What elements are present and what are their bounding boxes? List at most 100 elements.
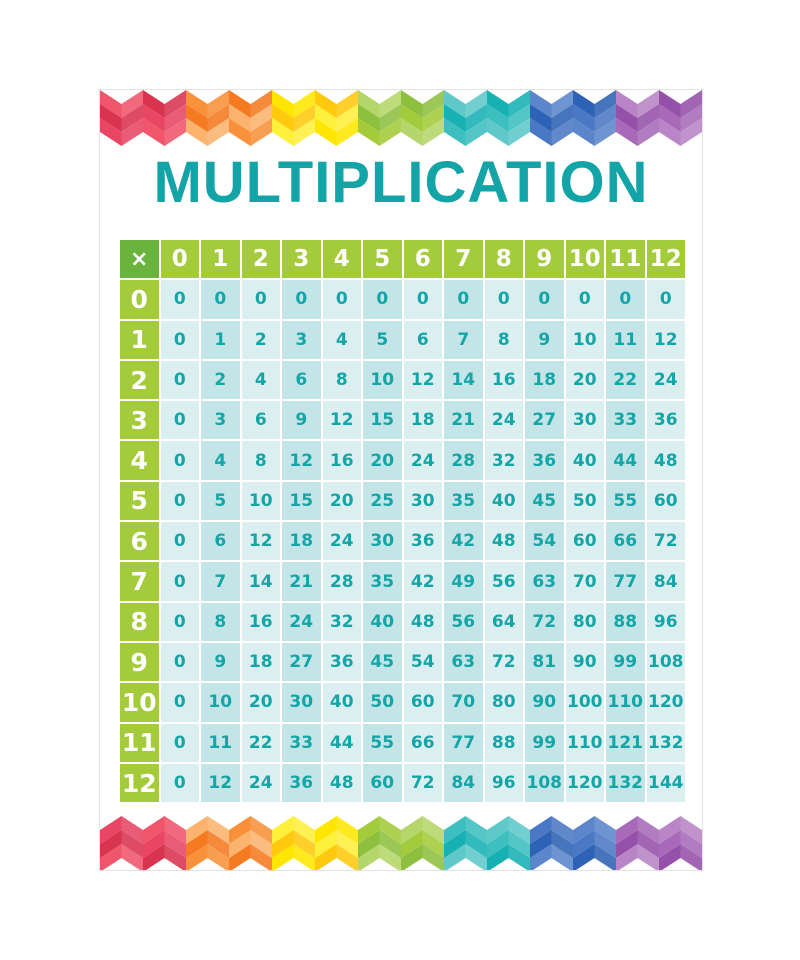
product-cell: 120 bbox=[565, 763, 604, 803]
column-header: 1 bbox=[201, 240, 240, 279]
product-cell: 0 bbox=[646, 280, 685, 319]
product-cell: 0 bbox=[444, 280, 483, 319]
chevron-stripe bbox=[358, 118, 401, 146]
chevron-shade bbox=[207, 90, 229, 146]
product-cell: 55 bbox=[606, 481, 645, 521]
chevron-border-bottom bbox=[100, 816, 702, 870]
chevron-stripe bbox=[315, 118, 358, 146]
product-cell: 18 bbox=[525, 360, 564, 400]
column-header: 4 bbox=[322, 240, 361, 279]
product-cell: 0 bbox=[565, 280, 604, 319]
chevron-shade bbox=[250, 816, 272, 870]
table-row: 9 0 9 18 27 36 45 54 63 72 81 90 99 108 bbox=[120, 642, 685, 682]
product-cell: 25 bbox=[363, 481, 402, 521]
product-cell: 90 bbox=[565, 642, 604, 682]
product-cell: 54 bbox=[525, 522, 564, 561]
product-cell: 40 bbox=[322, 683, 361, 722]
product-cell: 48 bbox=[484, 522, 523, 561]
table-row: 11 0 11 22 33 44 55 66 77 88 99 110 121 132 bbox=[120, 723, 685, 762]
multiply-symbol: × bbox=[120, 240, 159, 279]
chevron-stripe bbox=[229, 118, 272, 146]
product-cell: 18 bbox=[282, 522, 321, 561]
chevron-stripe bbox=[530, 118, 573, 146]
table-row: 1 0 1 2 3 4 5 6 7 8 9 10 11 12 bbox=[120, 320, 685, 359]
product-cell: 45 bbox=[363, 642, 402, 682]
product-cell: 108 bbox=[525, 763, 564, 803]
chevron-stripe bbox=[487, 816, 530, 844]
table-row: 6 0 6 12 18 24 30 36 42 48 54 60 66 72 bbox=[120, 522, 685, 561]
column-header: 11 bbox=[606, 240, 645, 279]
product-cell: 36 bbox=[525, 441, 564, 480]
product-cell: 60 bbox=[403, 683, 442, 722]
product-cell: 7 bbox=[444, 320, 483, 359]
chevron-stripe bbox=[530, 844, 573, 870]
product-cell: 77 bbox=[606, 562, 645, 601]
row-header: 7 bbox=[120, 562, 159, 601]
product-cell: 6 bbox=[241, 401, 280, 440]
chevron-stripe bbox=[401, 118, 444, 146]
chevron-stripe bbox=[315, 816, 358, 844]
product-cell: 12 bbox=[403, 360, 442, 400]
product-cell: 99 bbox=[525, 723, 564, 762]
product-cell: 81 bbox=[525, 642, 564, 682]
product-cell: 54 bbox=[403, 642, 442, 682]
chevron-stripe bbox=[616, 816, 659, 844]
product-cell: 36 bbox=[646, 401, 685, 440]
chevron-shade bbox=[422, 816, 444, 870]
product-cell: 5 bbox=[363, 320, 402, 359]
product-cell: 16 bbox=[322, 441, 361, 480]
product-cell: 11 bbox=[606, 320, 645, 359]
chevron-stripe bbox=[186, 844, 229, 870]
chevron-shade bbox=[594, 90, 616, 146]
product-cell: 0 bbox=[606, 280, 645, 319]
multiplication-table: × 0 1 2 3 4 5 6 7 8 9 10 11 12 0 0 0 0 0 0 0 0 0 0 0 0 0 0 1 0 1 2 3 4 5 6 7… bbox=[118, 238, 687, 804]
product-cell: 100 bbox=[565, 683, 604, 722]
product-cell: 44 bbox=[322, 723, 361, 762]
product-cell: 0 bbox=[160, 360, 199, 400]
product-cell: 40 bbox=[363, 602, 402, 641]
product-cell: 144 bbox=[646, 763, 685, 803]
product-cell: 18 bbox=[241, 642, 280, 682]
table-row: 12 0 12 24 36 48 60 72 84 96 108 120 132 144 bbox=[120, 763, 685, 803]
chevron-stripe bbox=[358, 844, 401, 870]
product-cell: 10 bbox=[565, 320, 604, 359]
product-cell: 99 bbox=[606, 642, 645, 682]
product-cell: 72 bbox=[646, 522, 685, 561]
product-cell: 11 bbox=[201, 723, 240, 762]
product-cell: 0 bbox=[160, 280, 199, 319]
product-cell: 84 bbox=[444, 763, 483, 803]
product-cell: 4 bbox=[322, 320, 361, 359]
product-cell: 8 bbox=[241, 441, 280, 480]
chevron-stripe bbox=[315, 844, 358, 870]
product-cell: 20 bbox=[322, 481, 361, 521]
poster-title: MULTIPLICATION bbox=[153, 150, 649, 215]
chevron-stripe bbox=[358, 816, 401, 844]
chevron-stripe bbox=[143, 118, 186, 146]
chevron-stripe bbox=[616, 118, 659, 146]
product-cell: 27 bbox=[525, 401, 564, 440]
chevron-stripe bbox=[401, 816, 444, 844]
product-cell: 22 bbox=[606, 360, 645, 400]
product-cell: 35 bbox=[363, 562, 402, 601]
product-cell: 8 bbox=[201, 602, 240, 641]
chevron-shade bbox=[551, 816, 573, 870]
chevron-stripe bbox=[573, 816, 616, 844]
table-row: 8 0 8 16 24 32 40 48 56 64 72 80 88 96 bbox=[120, 602, 685, 641]
product-cell: 2 bbox=[241, 320, 280, 359]
product-cell: 24 bbox=[322, 522, 361, 561]
product-cell: 32 bbox=[322, 602, 361, 641]
product-cell: 88 bbox=[606, 602, 645, 641]
product-cell: 24 bbox=[241, 763, 280, 803]
chevron-stripe bbox=[487, 118, 530, 146]
chevron-shade bbox=[121, 816, 143, 870]
product-cell: 88 bbox=[484, 723, 523, 762]
product-cell: 0 bbox=[160, 642, 199, 682]
row-header: 12 bbox=[120, 763, 159, 803]
product-cell: 6 bbox=[403, 320, 442, 359]
chevron-shade bbox=[551, 90, 573, 146]
product-cell: 0 bbox=[160, 602, 199, 641]
product-cell: 96 bbox=[646, 602, 685, 641]
table-row: 5 0 5 10 15 20 25 30 35 40 45 50 55 60 bbox=[120, 481, 685, 521]
product-cell: 10 bbox=[363, 360, 402, 400]
